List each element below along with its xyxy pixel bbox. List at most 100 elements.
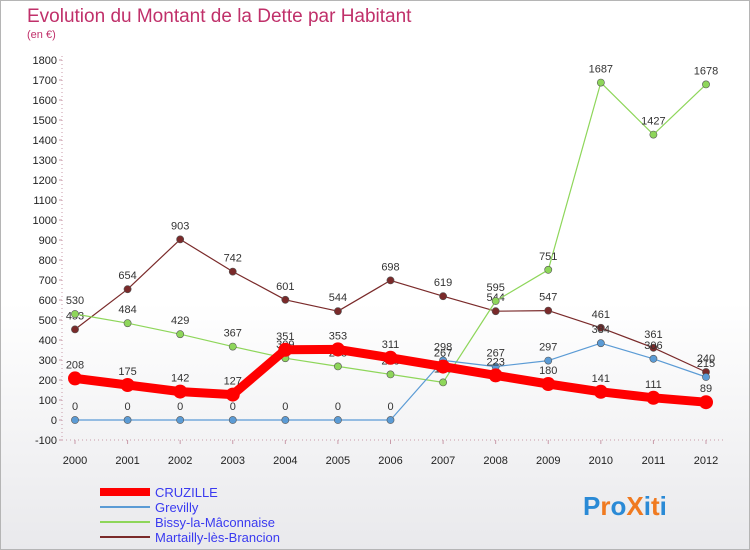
data-point: [544, 265, 553, 274]
data-point: [646, 390, 661, 405]
data-point: [71, 310, 79, 318]
data-point: [123, 416, 132, 424]
legend-entry: Grevilly: [155, 500, 199, 515]
data-point: [386, 370, 395, 379]
y-tick-label: -100: [35, 435, 57, 447]
data-label: 0: [387, 401, 393, 413]
data-label: 530: [66, 295, 84, 307]
y-tick-label: 1800: [33, 55, 57, 67]
data-label: 351: [276, 331, 294, 343]
y-tick-label: 1600: [33, 95, 57, 107]
data-point: [71, 325, 79, 334]
data-point: [71, 416, 79, 424]
logo-letter: t: [651, 491, 660, 521]
data-point: [544, 356, 553, 365]
data-point: [596, 323, 605, 332]
data-point: [702, 80, 710, 89]
data-point: [281, 295, 290, 304]
data-point: [699, 395, 713, 410]
data-label: 0: [125, 401, 131, 413]
y-tick-label: 800: [39, 255, 57, 267]
data-label: 595: [486, 282, 504, 294]
data-label: 353: [329, 330, 347, 342]
data-label: 142: [171, 373, 189, 385]
x-tick-label: 2011: [642, 455, 666, 467]
data-label: 361: [644, 329, 662, 341]
data-point: [439, 378, 447, 387]
data-label: 208: [66, 359, 84, 371]
data-label: 742: [224, 253, 242, 265]
y-tick-label: 1200: [33, 175, 57, 187]
data-point: [334, 362, 342, 371]
data-point: [649, 343, 658, 352]
series-3: 453654903742601544698619544547461361240: [66, 220, 715, 376]
logo-letter: r: [600, 491, 610, 521]
x-tick-label: 2005: [326, 455, 350, 467]
data-point: [488, 368, 503, 383]
y-tick-label: 1300: [33, 155, 57, 167]
data-point: [334, 416, 342, 424]
x-tick-label: 2012: [694, 455, 718, 467]
data-point: [544, 306, 553, 315]
data-label: 601: [276, 281, 294, 293]
series-line: [74, 81, 707, 383]
data-point: [383, 350, 398, 365]
data-point: [491, 307, 500, 316]
data-label: 0: [177, 401, 183, 413]
data-label: 429: [171, 315, 189, 327]
data-label: 175: [118, 366, 136, 378]
y-tick-label: 1700: [33, 75, 57, 87]
data-point: [228, 342, 237, 351]
data-point: [278, 342, 293, 357]
x-tick-label: 2004: [273, 455, 297, 467]
data-label: 0: [72, 401, 78, 413]
data-label: 698: [381, 261, 399, 273]
legend-entry: Martailly-lès-Brancion: [155, 530, 280, 545]
x-tick-label: 2009: [536, 455, 560, 467]
axes: -100010020030040050060070080090010001100…: [33, 55, 724, 467]
data-point: [225, 387, 240, 402]
data-label: 89: [700, 383, 712, 395]
data-label: 0: [335, 401, 341, 413]
y-tick-label: 100: [39, 395, 57, 407]
data-point: [593, 384, 608, 399]
x-tick-label: 2000: [63, 455, 87, 467]
chart-subtitle: (en €): [27, 29, 56, 41]
data-point: [123, 285, 132, 294]
data-point: [541, 377, 556, 391]
data-label: 0: [282, 401, 288, 413]
y-tick-label: 1000: [33, 215, 57, 227]
data-label: 215: [697, 358, 715, 370]
x-tick-label: 2002: [168, 455, 192, 467]
logo-letter: P: [583, 491, 600, 521]
y-tick-label: 700: [39, 275, 57, 287]
data-point: [176, 416, 185, 424]
data-label: 180: [539, 365, 557, 377]
data-point: [281, 416, 290, 424]
data-label: 1687: [589, 64, 613, 76]
data-point: [123, 319, 132, 328]
y-tick-label: 900: [39, 235, 57, 247]
data-point: [176, 235, 185, 244]
data-label: 223: [486, 356, 504, 368]
y-tick-label: 600: [39, 295, 57, 307]
data-label: 141: [592, 373, 610, 385]
data-label: 751: [539, 251, 557, 263]
data-label: 654: [118, 270, 136, 282]
data-point: [596, 78, 605, 87]
y-tick-label: 1400: [33, 135, 57, 147]
y-tick-label: 400: [39, 335, 57, 347]
data-label: 240: [697, 353, 715, 365]
data-point: [330, 342, 345, 357]
data-point: [649, 130, 658, 139]
data-label: 384: [592, 324, 610, 336]
data-label: 111: [645, 379, 662, 391]
data-point: [228, 416, 237, 424]
data-point: [176, 330, 185, 339]
data-label: 267: [434, 348, 452, 360]
data-label: 267: [486, 348, 504, 360]
y-tick-label: 1100: [33, 195, 57, 207]
